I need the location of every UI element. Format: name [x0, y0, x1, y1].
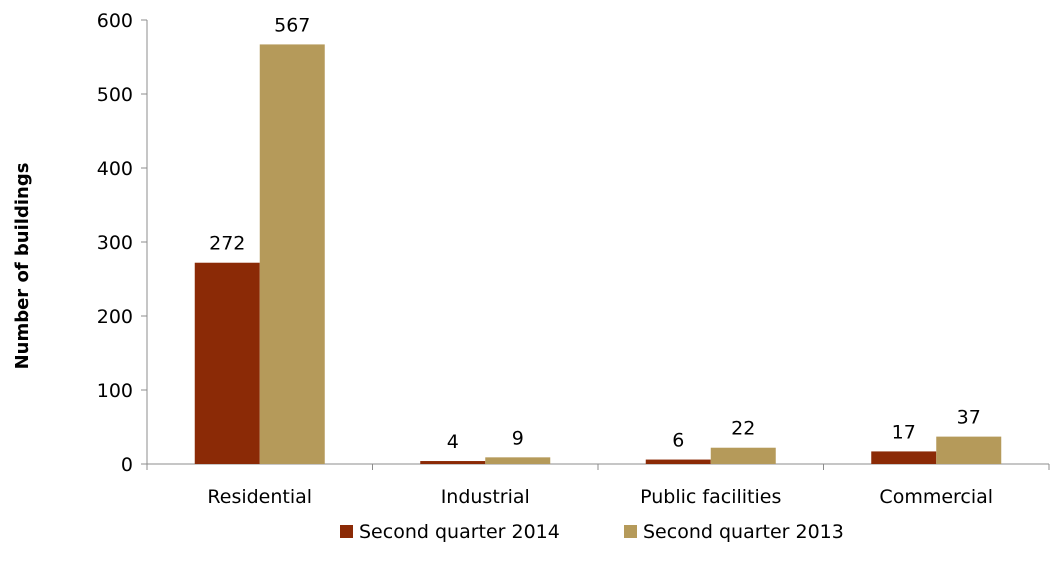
y-tick-label: 300 — [97, 232, 133, 254]
bar — [485, 457, 551, 464]
bar — [645, 459, 711, 464]
data-label: 272 — [209, 233, 245, 255]
data-label: 17 — [892, 421, 916, 443]
bar — [259, 44, 325, 465]
plot-area: 0 100 200 300 400 500 600 272 567 Residential 4 9 In… — [97, 10, 1050, 508]
x-category-label: Residential — [207, 486, 312, 508]
bar — [936, 436, 1002, 464]
legend-swatch — [624, 525, 637, 538]
y-axis-title: Number of buildings — [12, 163, 33, 370]
legend: Second quarter 2014 Second quarter 2013 — [340, 521, 844, 543]
legend-label: Second quarter 2014 — [359, 521, 560, 543]
y-tick-label: 0 — [121, 454, 133, 476]
y-tick-label: 500 — [97, 84, 133, 106]
data-label: 4 — [447, 431, 459, 453]
y-tick-label: 400 — [97, 158, 133, 180]
data-label: 37 — [957, 407, 981, 429]
legend-label: Second quarter 2013 — [643, 521, 844, 543]
data-label: 567 — [274, 14, 310, 36]
data-label: 9 — [512, 427, 524, 449]
y-tick-label: 100 — [97, 380, 133, 402]
data-label: 6 — [672, 430, 684, 452]
x-category-label: Public facilities — [640, 486, 781, 508]
x-category-label: Commercial — [879, 486, 993, 508]
legend-swatch — [340, 525, 353, 538]
y-tick-label: 200 — [97, 306, 133, 328]
bar — [871, 451, 937, 464]
x-category-label: Industrial — [441, 486, 530, 508]
bar — [710, 447, 776, 464]
bar — [420, 461, 486, 464]
data-label: 22 — [731, 418, 755, 440]
bar — [194, 262, 260, 464]
y-tick-label: 600 — [97, 10, 133, 32]
